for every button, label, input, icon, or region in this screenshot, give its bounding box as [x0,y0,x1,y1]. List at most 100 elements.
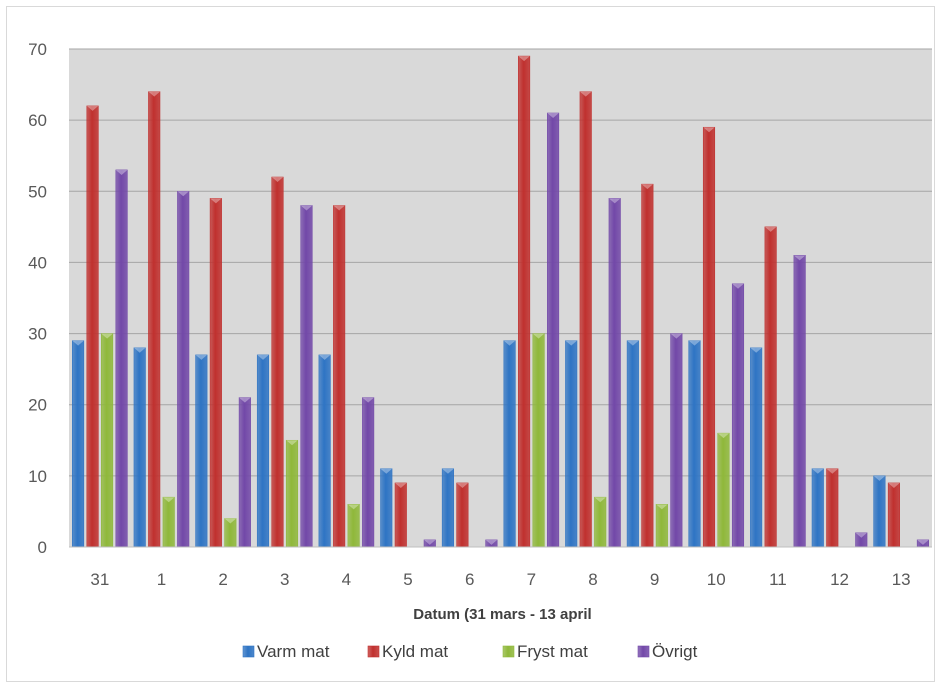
bar-bevel [855,532,868,538]
bar-bevel [380,468,393,474]
bar: Kyld mat 2: 49 [209,198,222,548]
bar-bevel [917,539,929,545]
legend-item: Övrigt [637,642,698,661]
x-tick-label: 1 [157,570,166,589]
bar-bevel [503,340,516,346]
bar-bevel [347,504,360,510]
bar-bevel [271,177,284,183]
bar-bevel [101,333,113,339]
x-axis-title: Datum (31 mars - 13 april [413,606,591,623]
bar-bevel [732,283,744,289]
bar-bevel [565,340,577,346]
bar: Varm mat 11: 28 [750,347,763,548]
legend-swatch [502,645,515,658]
bar: Varm mat 4: 27 [318,354,331,548]
bar-bevel [442,468,454,474]
bar: Övrigt 10: 37 [731,283,745,548]
bar: Kyld mat 1: 64 [148,91,161,548]
bar-bevel [812,468,824,474]
y-tick-label: 0 [38,538,47,557]
x-tick-label: 9 [650,570,659,589]
y-tick-label: 10 [28,467,47,486]
legend-item: Kyld mat [367,642,448,661]
bar-bevel [579,91,592,97]
bar-bevel [318,354,331,360]
bar: Varm mat 9: 29 [626,340,639,548]
bar-bevel [717,433,730,439]
bar-bevel [210,198,222,204]
bar-bevel [257,354,269,360]
bar: Fryst mat 10: 16 [717,432,730,548]
bar: Fryst mat 9: 6 [655,504,668,548]
bar-bevel [750,347,762,353]
bar: Kyld mat 6: 9 [456,482,469,548]
x-tick-label: 10 [707,570,726,589]
bar: Kyld mat 3: 52 [271,176,284,548]
legend: Varm mat Kyld mat Fryst mat Övrigt [242,642,698,661]
bar: Fryst mat 31: 30 [101,333,114,548]
bar-bevel [793,255,806,261]
x-tick-label: 3 [280,570,289,589]
bar-bevel [333,205,345,211]
y-tick-label: 30 [28,325,47,344]
bar: Varm mat 6: 11 [441,468,454,548]
bar-bevel [300,205,313,211]
bar: Varm mat 8: 29 [565,340,578,548]
bar-bevel [362,397,374,403]
x-axis-tick-labels: 31 1 2 3 4 5 6 7 8 9 10 11 12 13 [90,570,910,589]
bar: Övrigt 31: 53 [115,169,128,548]
x-tick-label: 6 [465,570,474,589]
bar-bevel [148,91,160,97]
bar-bevel [286,440,298,446]
legend-label: Varm mat [257,642,330,661]
bar-bevel [888,482,900,488]
bar-bevel [133,347,146,353]
bar: Varm mat 3: 27 [256,354,270,548]
x-tick-label: 8 [588,570,597,589]
bar-bevel [195,354,208,360]
bar: Kyld mat 10: 59 [702,126,716,548]
x-tick-label: 5 [403,570,412,589]
bar-bevel [547,113,559,119]
legend-label: Fryst mat [517,642,588,661]
bar-bevel [239,397,251,403]
bar: Fryst mat 1: 7 [162,496,175,548]
bar-bevel [656,504,668,510]
bar: Varm mat 13: 10 [873,475,886,548]
bar-bevel [424,539,436,545]
bar-bevel [177,191,189,197]
bar-bevel [485,539,498,545]
y-tick-label: 70 [28,40,47,59]
bar: Övrigt 2: 21 [238,397,251,548]
bar: Övrigt 11: 41 [793,255,806,548]
bar: Övrigt 4: 21 [362,397,375,548]
legend-item: Fryst mat [502,642,588,661]
bar-bevel [532,333,545,339]
bar: Övrigt 3: 48 [300,205,313,548]
x-tick-label: 2 [218,570,227,589]
bar-bevel [518,56,530,62]
legend-swatch [242,645,255,658]
bar: Övrigt 7: 61 [547,112,560,548]
bar: Fryst mat 4: 6 [347,504,360,548]
x-tick-label: 12 [830,570,849,589]
legend-label: Övrigt [652,642,698,661]
y-tick-label: 60 [28,111,47,130]
bar: Fryst mat 7: 30 [532,333,545,548]
bar: Kyld mat 11: 45 [764,226,777,548]
bar: Kyld mat 5: 9 [394,482,407,548]
bar: Kyld mat 8: 64 [579,91,592,548]
bar: Kyld mat 31: 62 [86,105,99,548]
legend-swatch [367,645,380,658]
bar: Fryst mat 3: 15 [285,439,299,548]
bar-bevel [627,340,639,346]
x-tick-label: 13 [892,570,911,589]
bar-bevel [224,518,237,524]
bar-bevel [115,169,128,175]
bar: Övrigt 8: 49 [608,198,621,548]
bar: Kyld mat 7: 69 [518,55,531,548]
bar: Varm mat 7: 29 [503,340,516,548]
bar-bevel [395,482,407,488]
bar: Varm mat 1: 28 [133,347,146,548]
